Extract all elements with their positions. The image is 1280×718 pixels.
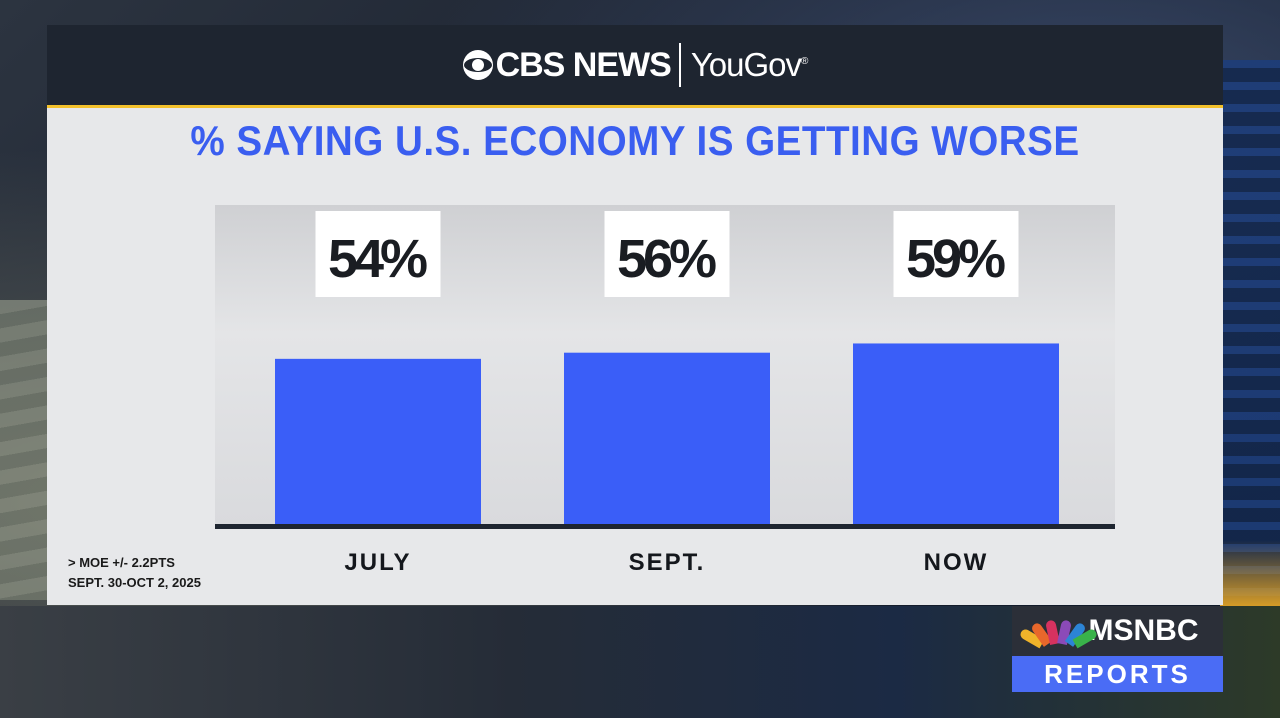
value-label-box-2 (893, 211, 1019, 297)
cbs-eye-icon (462, 50, 493, 80)
badge-network-name: MSNBC (1088, 614, 1199, 647)
category-label-1: SEPT. (629, 549, 706, 576)
brand-divider (678, 43, 681, 87)
background-stock-board (1220, 60, 1280, 620)
poll-graphic-card: CBS NEWS YouGov® % SAYING U.S. ECONOMY I… (47, 25, 1223, 605)
brand-yougov: YouGov® (690, 46, 809, 83)
bar-1 (564, 352, 770, 525)
network-badge: MSNBC REPORTS (1012, 606, 1223, 692)
chart-title: % SAYING U.S. ECONOMY IS GETTING WORSE (190, 117, 1080, 164)
footnote-dates: SEPT. 30-OCT 2, 2025 (68, 575, 201, 590)
bar-0 (275, 358, 481, 525)
footnote: > MOE +/- 2.2PTS SEPT. 30-OCT 2, 2025 (68, 553, 201, 593)
peacock-icon (1018, 618, 1098, 649)
bar-2 (853, 343, 1059, 525)
category-label-2: NOW (924, 549, 989, 576)
badge-top: MSNBC (1012, 606, 1223, 656)
value-label-2: 59% (906, 229, 1006, 289)
footnote-moe: > MOE +/- 2.2PTS (68, 555, 175, 570)
brand-cbs-news: CBS NEWS (495, 45, 672, 84)
value-label-1: 56% (617, 229, 717, 289)
x-axis-baseline (215, 524, 1115, 529)
value-label-box-1 (604, 211, 730, 297)
bar-chart: 54% JULY 56% SEPT. 59% NOW (215, 211, 1115, 576)
graphic-header: CBS NEWS YouGov® (47, 25, 1223, 108)
badge-show-name: REPORTS (1012, 656, 1223, 692)
brand-logo: CBS NEWS YouGov® (462, 43, 809, 87)
value-label-0: 54% (328, 229, 428, 289)
value-label-box-0 (315, 211, 441, 297)
category-label-0: JULY (344, 549, 411, 576)
